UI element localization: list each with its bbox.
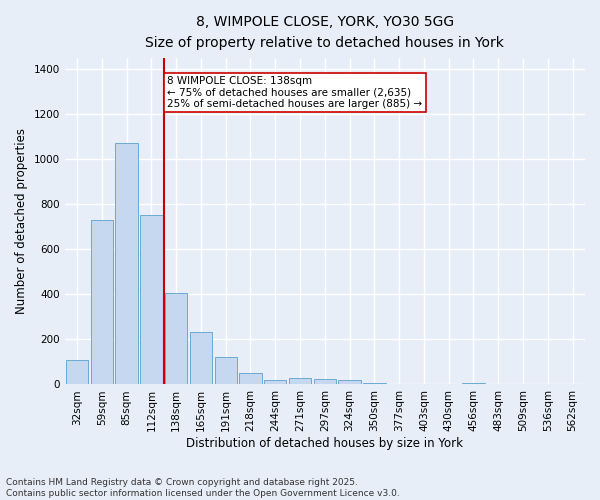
Bar xyxy=(289,378,311,384)
Bar xyxy=(66,360,88,384)
Bar xyxy=(165,293,187,384)
Y-axis label: Number of detached properties: Number of detached properties xyxy=(15,128,28,314)
Bar xyxy=(338,380,361,384)
Text: 8 WIMPOLE CLOSE: 138sqm
← 75% of detached houses are smaller (2,635)
25% of semi: 8 WIMPOLE CLOSE: 138sqm ← 75% of detache… xyxy=(167,76,422,109)
Bar xyxy=(140,216,163,384)
X-axis label: Distribution of detached houses by size in York: Distribution of detached houses by size … xyxy=(187,437,463,450)
Bar xyxy=(215,358,237,384)
Bar xyxy=(314,379,336,384)
Title: 8, WIMPOLE CLOSE, YORK, YO30 5GG
Size of property relative to detached houses in: 8, WIMPOLE CLOSE, YORK, YO30 5GG Size of… xyxy=(145,15,504,50)
Bar xyxy=(264,380,286,384)
Bar xyxy=(91,220,113,384)
Bar xyxy=(239,373,262,384)
Bar xyxy=(190,332,212,384)
Bar xyxy=(115,144,138,384)
Bar xyxy=(463,382,485,384)
Text: Contains HM Land Registry data © Crown copyright and database right 2025.
Contai: Contains HM Land Registry data © Crown c… xyxy=(6,478,400,498)
